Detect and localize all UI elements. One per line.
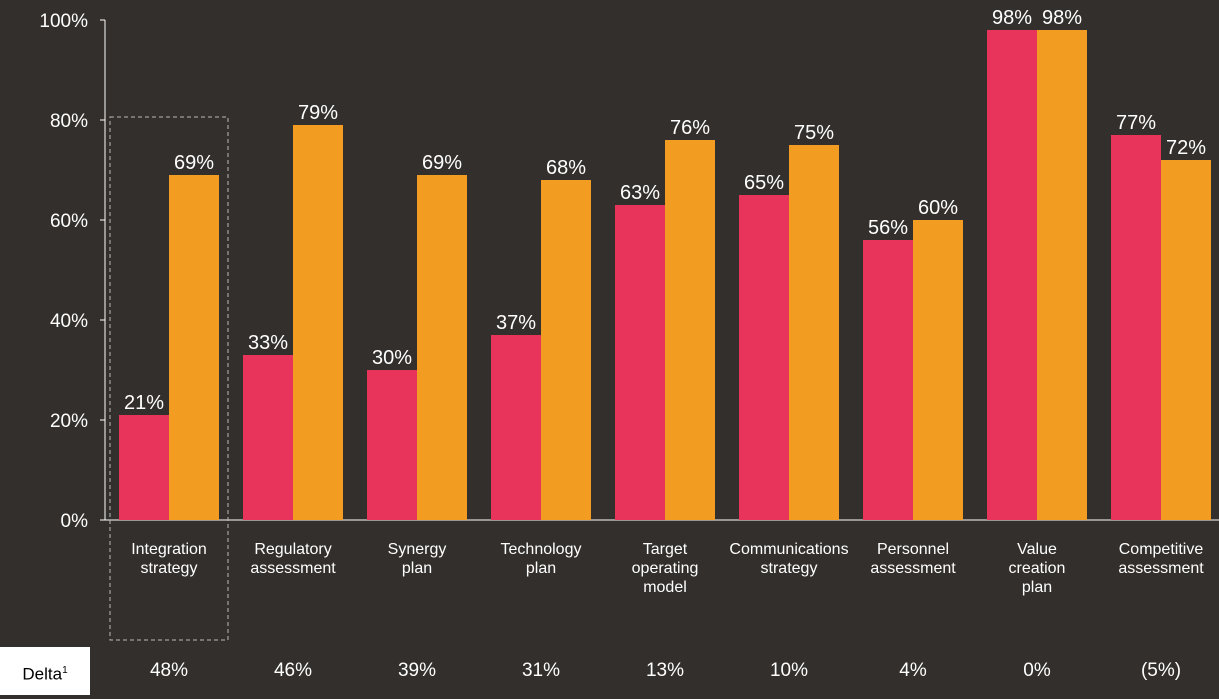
bar <box>541 180 591 520</box>
y-tick-label: 80% <box>50 111 88 132</box>
bar <box>789 145 839 520</box>
value-label: 75% <box>794 122 834 144</box>
value-label: 98% <box>1042 7 1082 29</box>
value-label: 72% <box>1166 137 1206 159</box>
value-label: 63% <box>620 182 660 204</box>
x-tick-label: Target operating model <box>631 541 699 596</box>
value-label: 98% <box>992 7 1032 29</box>
highlight-box <box>109 116 229 641</box>
x-tick-label: Integration strategy <box>131 541 207 577</box>
bar <box>863 240 913 520</box>
delta-value: (5%) <box>1140 660 1182 681</box>
value-label: 33% <box>248 332 288 354</box>
value-label: 79% <box>298 102 338 124</box>
delta-value: 13% <box>645 660 685 681</box>
y-tick-label: 0% <box>61 511 89 532</box>
y-tick-label: 60% <box>50 211 88 232</box>
x-tick-label: Value creation plan <box>1008 541 1066 596</box>
bar <box>491 335 541 520</box>
x-tick-label: Technology plan <box>500 541 582 577</box>
bar <box>739 195 789 520</box>
delta-value: 39% <box>397 660 437 681</box>
bar <box>987 30 1037 520</box>
value-label: 69% <box>174 152 214 174</box>
bar <box>665 140 715 520</box>
bar <box>913 220 963 520</box>
value-label: 56% <box>868 217 908 239</box>
value-label: 68% <box>546 157 586 179</box>
bar <box>417 175 467 520</box>
value-label: 37% <box>496 312 536 334</box>
y-tick-label: 40% <box>50 311 88 332</box>
bar <box>119 415 169 520</box>
bar <box>1037 30 1087 520</box>
value-label: 76% <box>670 117 710 139</box>
delta-value: 4% <box>899 660 927 681</box>
value-label: 77% <box>1116 112 1156 134</box>
delta-value: 31% <box>521 660 561 681</box>
bar <box>367 370 417 520</box>
y-tick-label: 100% <box>39 11 88 32</box>
bar <box>243 355 293 520</box>
bar <box>293 125 343 520</box>
delta-value: 48% <box>149 660 189 681</box>
value-label: 30% <box>372 347 412 369</box>
bar <box>615 205 665 520</box>
y-tick-label: 20% <box>50 411 88 432</box>
x-tick-label: Synergy plan <box>387 541 447 577</box>
x-tick-label: Competitive assessment <box>1118 541 1204 577</box>
value-label: 60% <box>918 197 958 219</box>
footnote-mark: 1 <box>62 665 68 676</box>
x-tick-label: Personnel assessment <box>870 541 956 577</box>
value-label: 69% <box>422 152 462 174</box>
delta-label-text: Delta <box>22 664 63 684</box>
delta-value: 10% <box>769 660 809 681</box>
bar <box>1111 135 1161 520</box>
value-label: 65% <box>744 172 784 194</box>
x-tick-label: Communications strategy <box>729 541 849 577</box>
value-label: 21% <box>124 392 164 414</box>
x-tick-label: Regulatory assessment <box>250 541 336 577</box>
bar <box>1161 160 1211 520</box>
bar <box>169 175 219 520</box>
delta-value: 46% <box>273 660 313 681</box>
delta-label: Delta1 <box>0 647 90 695</box>
delta-value: 0% <box>1023 660 1051 681</box>
